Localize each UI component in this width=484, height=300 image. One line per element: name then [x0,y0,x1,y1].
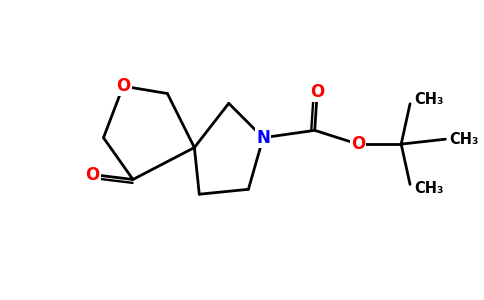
Text: O: O [86,166,100,184]
Text: O: O [310,83,324,101]
Text: O: O [116,77,130,95]
Text: CH₃: CH₃ [414,92,443,107]
Text: CH₃: CH₃ [449,132,479,147]
Text: CH₃: CH₃ [414,181,443,196]
Text: O: O [351,135,365,153]
Text: N: N [256,129,270,147]
